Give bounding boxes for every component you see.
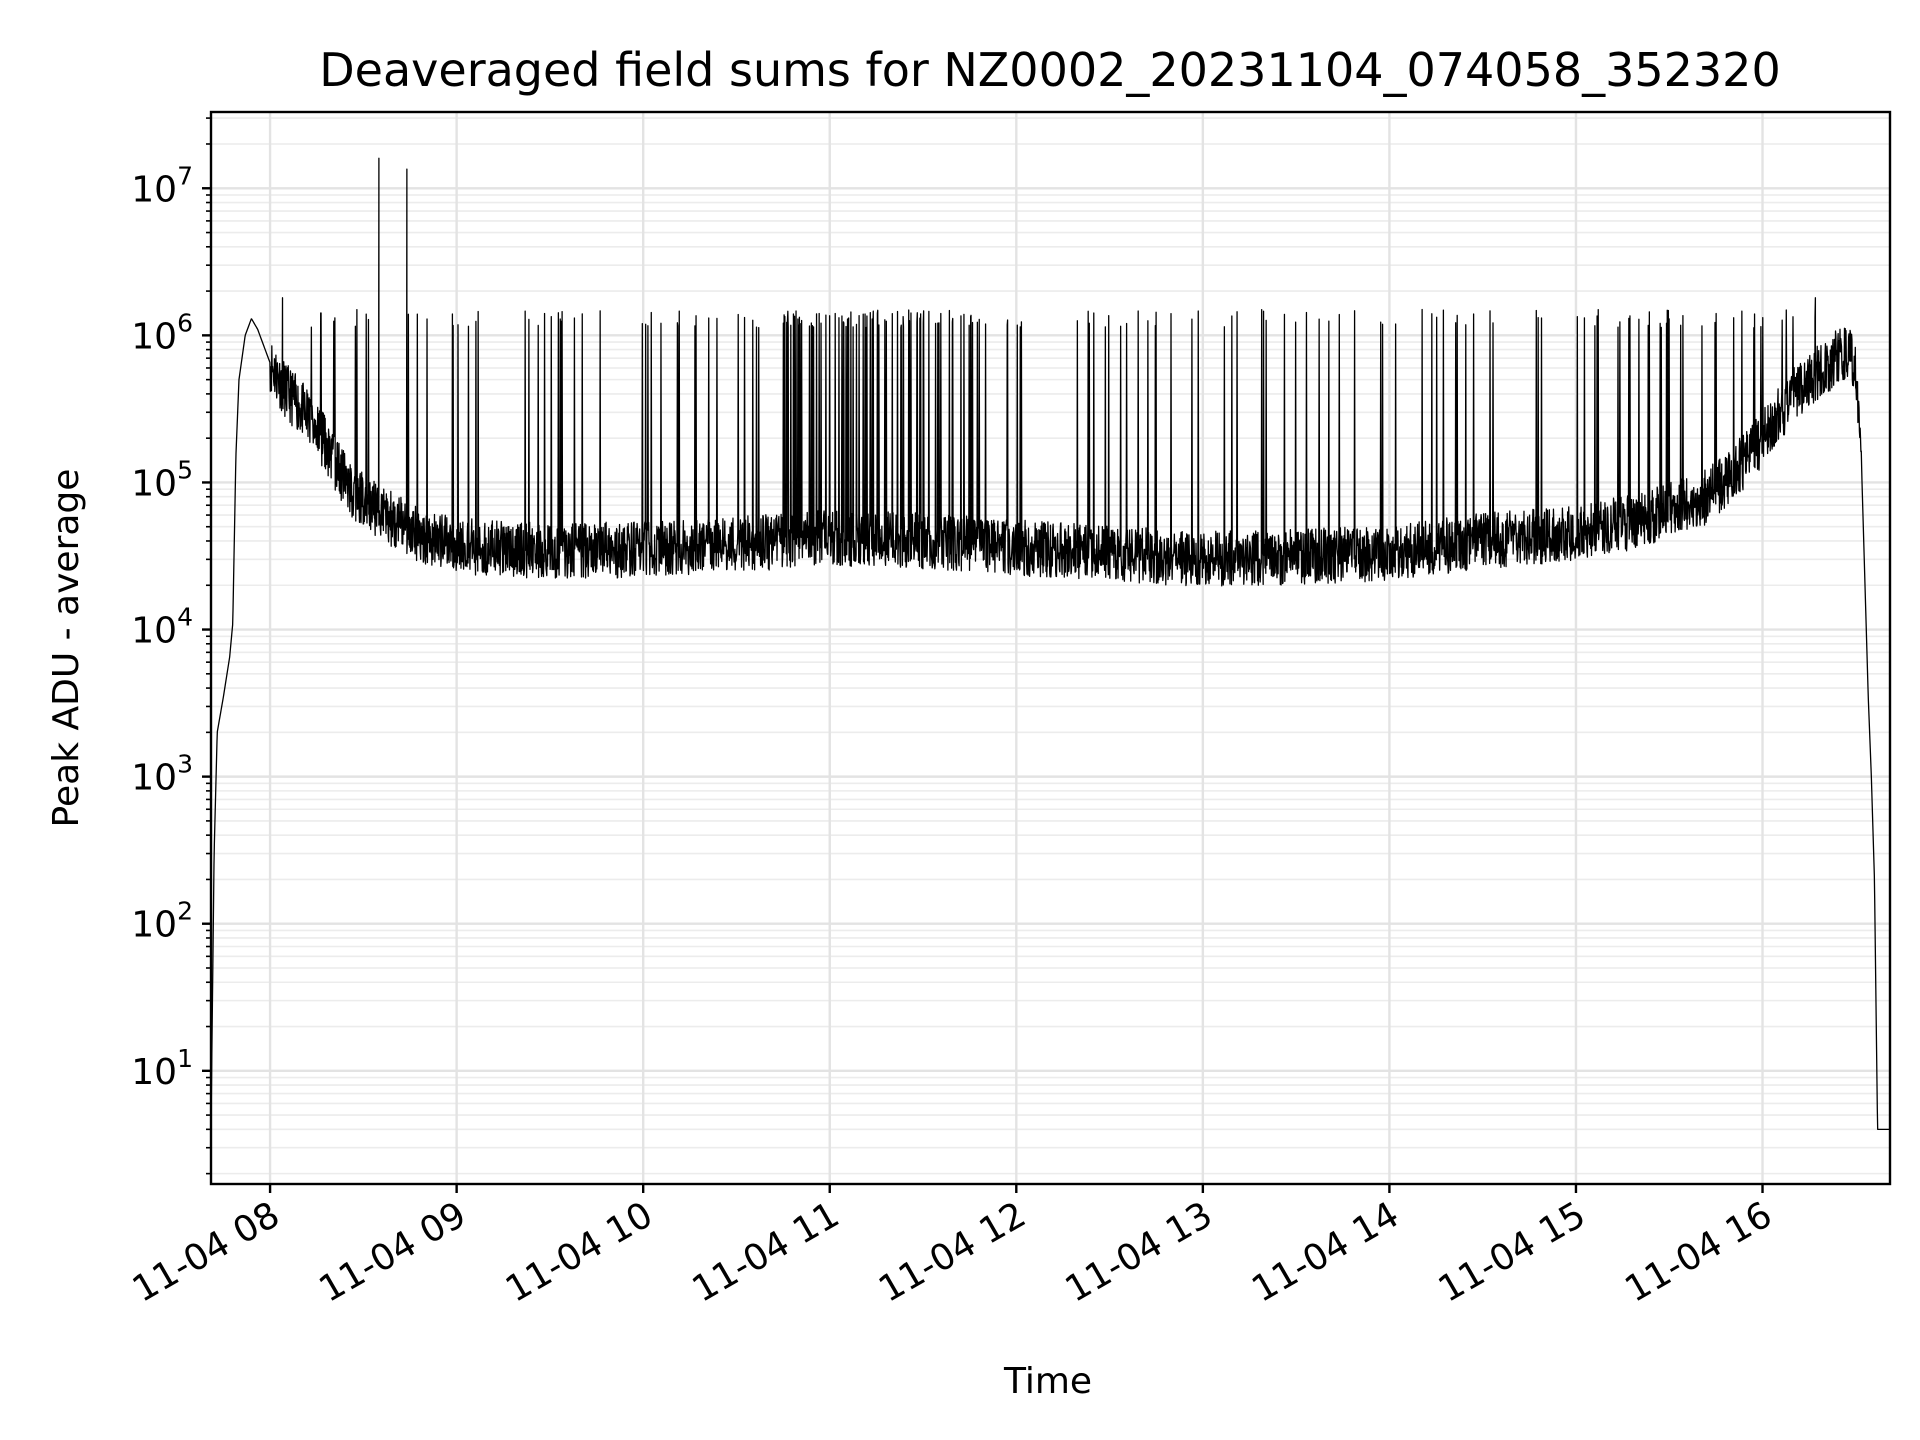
y-tick-label: 105 — [131, 455, 193, 504]
y-tick-label: 106 — [131, 308, 193, 357]
y-axis-label: Peak ADU - average — [46, 469, 87, 828]
x-axis-label: Time — [1003, 1361, 1092, 1402]
series-layer — [210, 157, 1890, 1130]
plot-frame — [209, 110, 1892, 1186]
y-tick-labels: 101 102 103 104 105 106 107 — [131, 161, 193, 1093]
major-grid — [211, 112, 1890, 1184]
y-tick-label: 102 — [131, 897, 193, 946]
y-tick-label: 107 — [131, 161, 193, 210]
y-tick-label: 103 — [131, 750, 193, 799]
axis-ticks — [202, 117, 1764, 1193]
y-tick-label: 101 — [131, 1044, 193, 1093]
y-tick-label: 104 — [131, 603, 193, 652]
chart-title: Deaveraged field sums for NZ0002_2023110… — [319, 43, 1780, 97]
series-line — [210, 157, 1890, 1130]
